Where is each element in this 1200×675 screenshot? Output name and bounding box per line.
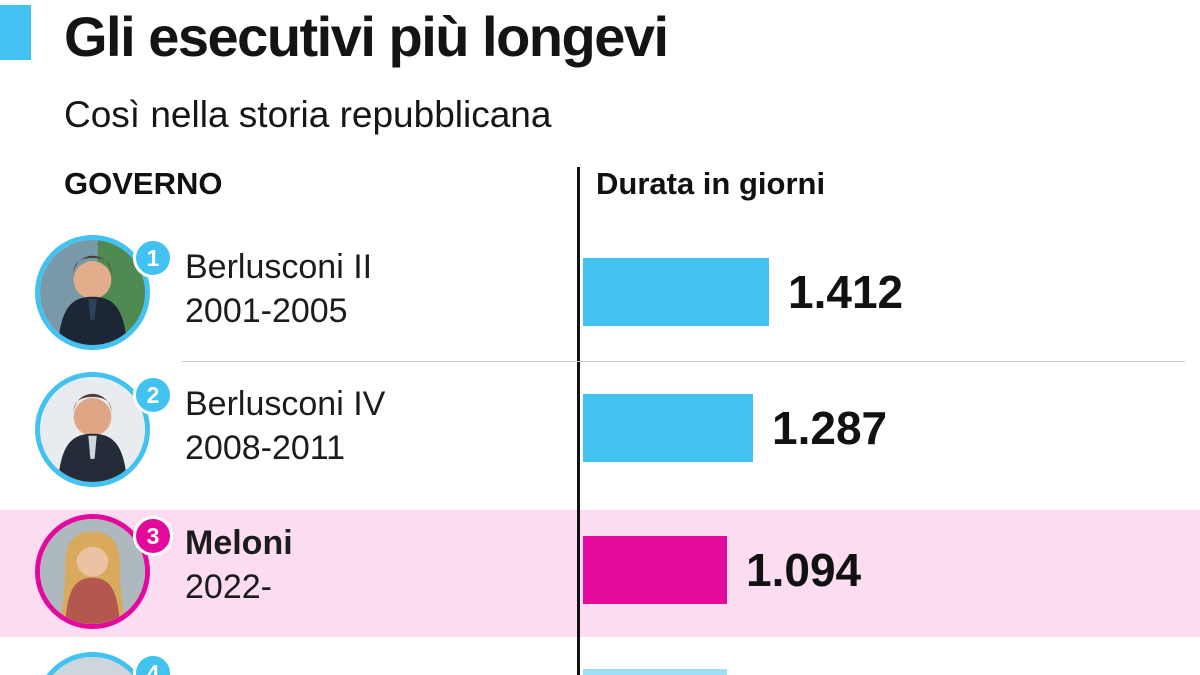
row-years-berlusconi-iv: 2008-2011 — [185, 429, 346, 467]
duration-bar-meloni — [583, 536, 727, 604]
duration-value-berlusconi-ii: 1.412 — [788, 266, 904, 318]
avatar-meloni — [35, 514, 150, 629]
row-years-berlusconi-ii: 2001-2005 — [185, 292, 348, 330]
duration-bar-berlusconi-iv — [583, 394, 753, 462]
rank-number: 1 — [146, 244, 160, 271]
accent-square — [0, 5, 31, 60]
row-name-berlusconi-ii: Berlusconi II — [185, 248, 373, 286]
duration-bar-row-4-partial — [583, 669, 727, 675]
rank-number: 2 — [146, 381, 160, 408]
row-years-meloni: 2022- — [185, 568, 272, 606]
rank-badge-4: 4 — [133, 653, 173, 675]
duration-bar-berlusconi-ii — [583, 258, 769, 326]
rank-number: 3 — [146, 522, 160, 549]
berlusconi-iv-photo-placeholder — [40, 377, 145, 482]
column-header-duration: Durata in giorni — [596, 166, 826, 201]
page-subtitle: Così nella storia repubblicana — [64, 94, 552, 135]
rank-badge-3: 3 — [133, 516, 173, 556]
rank-badge-2: 2 — [133, 375, 173, 415]
rank-number: 4 — [146, 659, 160, 675]
meloni-photo-placeholder — [40, 519, 145, 624]
avatar-berlusconi-iv — [35, 372, 150, 487]
row-name-meloni: Meloni — [185, 524, 293, 562]
bar-row-berlusconi-iv: 1.287 — [583, 394, 887, 462]
duration-value-berlusconi-iv: 1.287 — [772, 402, 888, 454]
page-title: Gli esecutivi più longevi — [64, 5, 669, 68]
rank-badge-1: 1 — [133, 238, 173, 278]
bar-row-meloni: 1.094 — [583, 536, 861, 604]
row-4-photo-placeholder — [40, 657, 145, 675]
duration-value-meloni: 1.094 — [746, 544, 862, 596]
berlusconi-ii-photo-placeholder — [40, 240, 145, 345]
row-separator — [182, 361, 1185, 362]
chart-axis-line — [577, 167, 580, 675]
bar-row-berlusconi-ii: 1.412 — [583, 258, 903, 326]
column-header-government: GOVERNO — [64, 166, 223, 201]
row-name-berlusconi-iv: Berlusconi IV — [185, 385, 386, 423]
